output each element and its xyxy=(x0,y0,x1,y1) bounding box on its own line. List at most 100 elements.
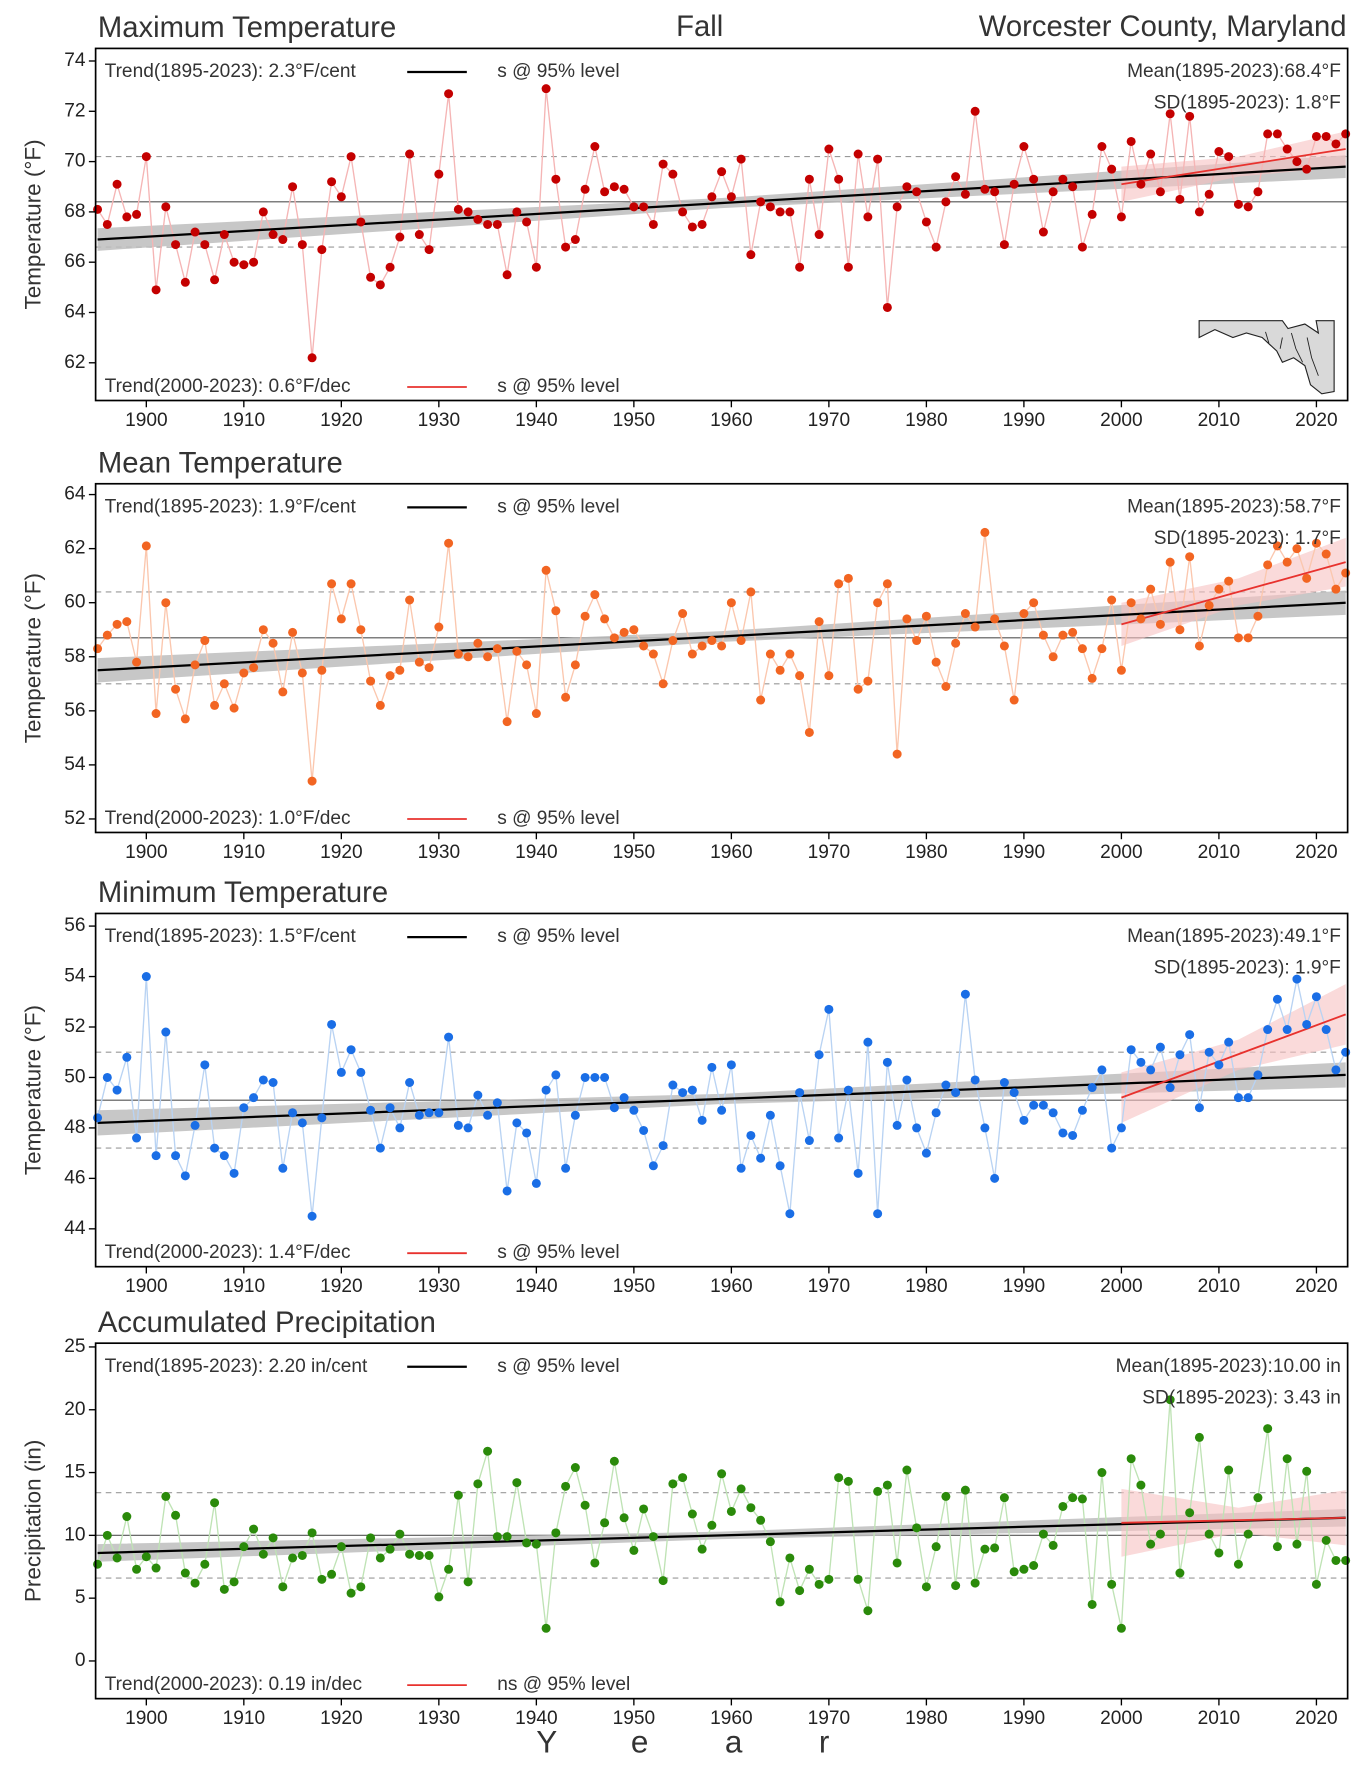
data-point xyxy=(580,1500,590,1510)
data-point xyxy=(258,625,268,635)
data-point xyxy=(483,219,493,229)
data-point xyxy=(1068,182,1078,192)
data-point xyxy=(629,625,639,635)
data-point xyxy=(951,1088,961,1098)
data-point xyxy=(151,1151,161,1161)
data-point xyxy=(912,1523,922,1533)
data-point xyxy=(697,1544,707,1554)
data-point xyxy=(580,184,590,194)
data-point xyxy=(327,177,337,187)
data-point xyxy=(1058,1501,1068,1511)
x-tick-label: 2020 xyxy=(1295,842,1338,863)
data-point xyxy=(200,240,210,250)
x-tick-label: 1940 xyxy=(515,1276,558,1297)
data-point xyxy=(190,1120,200,1130)
data-point xyxy=(210,1498,220,1508)
x-tick-label: 1930 xyxy=(418,410,461,431)
data-point xyxy=(366,272,376,282)
x-tick-label: 1940 xyxy=(515,1708,558,1729)
data-point xyxy=(102,1072,112,1082)
data-point xyxy=(1341,1047,1351,1057)
data-point xyxy=(1126,1045,1136,1055)
data-point xyxy=(619,1093,629,1103)
data-point xyxy=(473,1479,483,1489)
data-point xyxy=(473,638,483,648)
data-point xyxy=(161,1491,171,1501)
data-point xyxy=(756,197,766,207)
sd-annotation: SD(1895-2023): 1.8°F xyxy=(1154,93,1341,114)
data-point xyxy=(112,1553,122,1563)
data-point xyxy=(1272,1542,1282,1552)
x-tick-label: 2020 xyxy=(1295,410,1338,431)
data-point xyxy=(1253,611,1263,621)
data-point xyxy=(1302,1019,1312,1029)
data-point xyxy=(814,617,824,627)
data-point xyxy=(414,1550,424,1560)
y-axis-label: Temperature (°F) xyxy=(20,573,45,743)
data-point xyxy=(600,1518,610,1528)
data-point xyxy=(141,152,151,162)
data-point xyxy=(1038,1529,1048,1539)
data-point xyxy=(141,1552,151,1562)
data-point xyxy=(843,262,853,272)
data-point xyxy=(990,187,1000,197)
data-point xyxy=(405,1549,415,1559)
data-point xyxy=(1019,1115,1029,1125)
x-tick-label: 1910 xyxy=(223,1708,266,1729)
data-point xyxy=(492,219,502,229)
data-point xyxy=(999,240,1009,250)
data-point xyxy=(171,1510,181,1520)
data-point xyxy=(990,1173,1000,1183)
data-point xyxy=(785,649,795,659)
data-point xyxy=(346,1045,356,1055)
data-point xyxy=(941,1080,951,1090)
data-point xyxy=(873,1486,883,1496)
data-point xyxy=(141,541,151,551)
data-point xyxy=(678,1473,688,1483)
data-point xyxy=(531,262,541,272)
y-tick-label: 68 xyxy=(64,201,85,222)
y-tick-label: 5 xyxy=(75,1587,86,1608)
plot-frame xyxy=(94,1342,1349,1700)
data-point xyxy=(736,1163,746,1173)
data-point xyxy=(1292,974,1302,984)
data-point xyxy=(249,1093,259,1103)
data-point xyxy=(1029,1100,1039,1110)
x-tick-label: 1990 xyxy=(1003,1708,1046,1729)
data-point xyxy=(707,636,717,646)
data-point xyxy=(1253,187,1263,197)
panel: Accumulated Precipitation Precipitation (… xyxy=(20,1307,1351,1729)
data-point xyxy=(1214,584,1224,594)
data-point xyxy=(843,1085,853,1095)
data-point xyxy=(551,606,561,616)
y-tick-label: 64 xyxy=(64,484,86,505)
data-point xyxy=(863,1037,873,1047)
data-point xyxy=(931,657,941,667)
x-tick-label: 1900 xyxy=(125,410,168,431)
data-point xyxy=(570,1110,580,1120)
data-point xyxy=(570,235,580,245)
data-point xyxy=(785,1209,795,1219)
data-point xyxy=(1204,1047,1214,1057)
data-point xyxy=(912,187,922,197)
data-point xyxy=(219,1151,229,1161)
data-point xyxy=(463,1123,473,1133)
data-point xyxy=(1204,600,1214,610)
trend-line xyxy=(97,1516,1346,1555)
data-point xyxy=(336,1542,346,1552)
data-point xyxy=(726,1060,736,1070)
data-point xyxy=(1068,1493,1078,1503)
data-point xyxy=(980,1123,990,1133)
data-point xyxy=(522,1538,532,1548)
data-point xyxy=(863,676,873,686)
data-point xyxy=(1087,209,1097,219)
data-point xyxy=(1194,1432,1204,1442)
x-tick-label: 1960 xyxy=(710,1708,753,1729)
data-point xyxy=(1321,549,1331,559)
data-point xyxy=(151,1563,161,1573)
data-point xyxy=(561,1163,571,1173)
data-point xyxy=(590,590,600,600)
data-point xyxy=(1165,1083,1175,1093)
data-point xyxy=(375,1143,385,1153)
data-point xyxy=(122,212,132,222)
